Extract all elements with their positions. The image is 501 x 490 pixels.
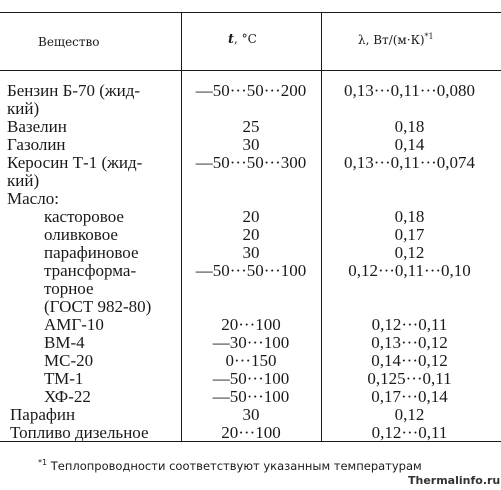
row-temperature: —50···100 [212, 369, 290, 388]
header-conductivity: λ, Вт/(м·К)*1 [358, 32, 434, 47]
row-name: Вазелин [7, 117, 67, 136]
row-temperature: —50···50···300 [195, 153, 307, 172]
row-name: трансформа- [44, 261, 137, 280]
row-temperature: 20···100 [221, 423, 281, 442]
column-divider-1 [181, 12, 182, 442]
row-temperature: 30 [242, 405, 260, 424]
row-name: Топливо дизельное [10, 423, 149, 442]
row-temperature: —50···50···200 [195, 81, 307, 100]
row-temperature: —50···50···100 [195, 261, 307, 280]
top-rule [0, 12, 501, 13]
header-substance: Вещество [38, 35, 100, 49]
row-name: МС-20 [44, 351, 94, 370]
row-name: Бензин Б-70 (жид- [7, 81, 141, 100]
row-name: ВМ-4 [44, 333, 85, 352]
row-name: касторовое [44, 207, 124, 226]
row-name: Парафин [10, 405, 76, 424]
row-name: оливковое [44, 225, 118, 244]
table-bottom-rule [0, 441, 501, 442]
row-conductivity: 0,125···0,11 [367, 369, 452, 388]
row-temperature: 25 [242, 117, 260, 136]
row-name: кий) [7, 171, 40, 190]
row-conductivity: 0,13···0,12 [371, 333, 448, 352]
row-temperature: —50···100 [212, 387, 290, 406]
row-name: Керосин Т-1 (жид- [7, 153, 143, 172]
row-name: (ГОСТ 982-80) [44, 297, 152, 316]
row-conductivity: 0,12···0,11 [371, 315, 448, 334]
row-conductivity: 0,17 [394, 225, 425, 244]
row-conductivity: 0,14···0,12 [371, 351, 448, 370]
row-conductivity: 0,18 [394, 207, 425, 226]
temperature-unit: , °C [234, 32, 257, 46]
conductivity-unit: , Вт/(м·К) [365, 33, 425, 47]
row-conductivity: 0,12 [394, 405, 425, 424]
conductivity-note: *1 [424, 32, 434, 41]
row-name: кий) [7, 99, 40, 118]
row-conductivity: 0,17···0,14 [371, 387, 448, 406]
row-temperature: —30···100 [212, 333, 290, 352]
row-temperature: 20 [242, 207, 260, 226]
row-name: Газолин [7, 135, 66, 154]
header-temperature: t, °C [228, 32, 257, 47]
row-conductivity: 0,12···0,11···0,10 [348, 261, 471, 280]
row-temperature: 20···100 [221, 315, 281, 334]
row-conductivity: 0,12 [394, 243, 425, 262]
row-temperature: 20 [242, 225, 260, 244]
row-temperature: 30 [242, 135, 260, 154]
footnote: *1 Теплопроводности соответствуют указан… [38, 458, 422, 473]
row-name: ТМ-1 [44, 369, 84, 388]
temperature-symbol: t [228, 32, 235, 47]
header-bottom-rule [0, 70, 501, 71]
row-conductivity: 0,14 [394, 135, 425, 154]
conductivity-symbol: λ [358, 33, 366, 47]
row-name: АМГ-10 [44, 315, 104, 334]
column-divider-2 [321, 12, 322, 442]
row-conductivity: 0,12···0,11 [371, 423, 448, 442]
footnote-mark: *1 [38, 458, 48, 467]
row-name: торное [44, 279, 94, 298]
row-name: Масло: [7, 189, 59, 208]
row-temperature: 0···150 [225, 351, 277, 370]
row-conductivity: 0,13···0,11···0,080 [343, 81, 476, 100]
watermark: Thermalinfo.ru [408, 474, 501, 487]
row-conductivity: 0,18 [394, 117, 425, 136]
footnote-text: Теплопроводности соответствуют указанным… [50, 458, 422, 473]
row-temperature: 30 [242, 243, 260, 262]
row-name: ХФ-22 [44, 387, 91, 406]
row-conductivity: 0,13···0,11···0,074 [343, 153, 476, 172]
row-name: парафиновое [44, 243, 139, 262]
